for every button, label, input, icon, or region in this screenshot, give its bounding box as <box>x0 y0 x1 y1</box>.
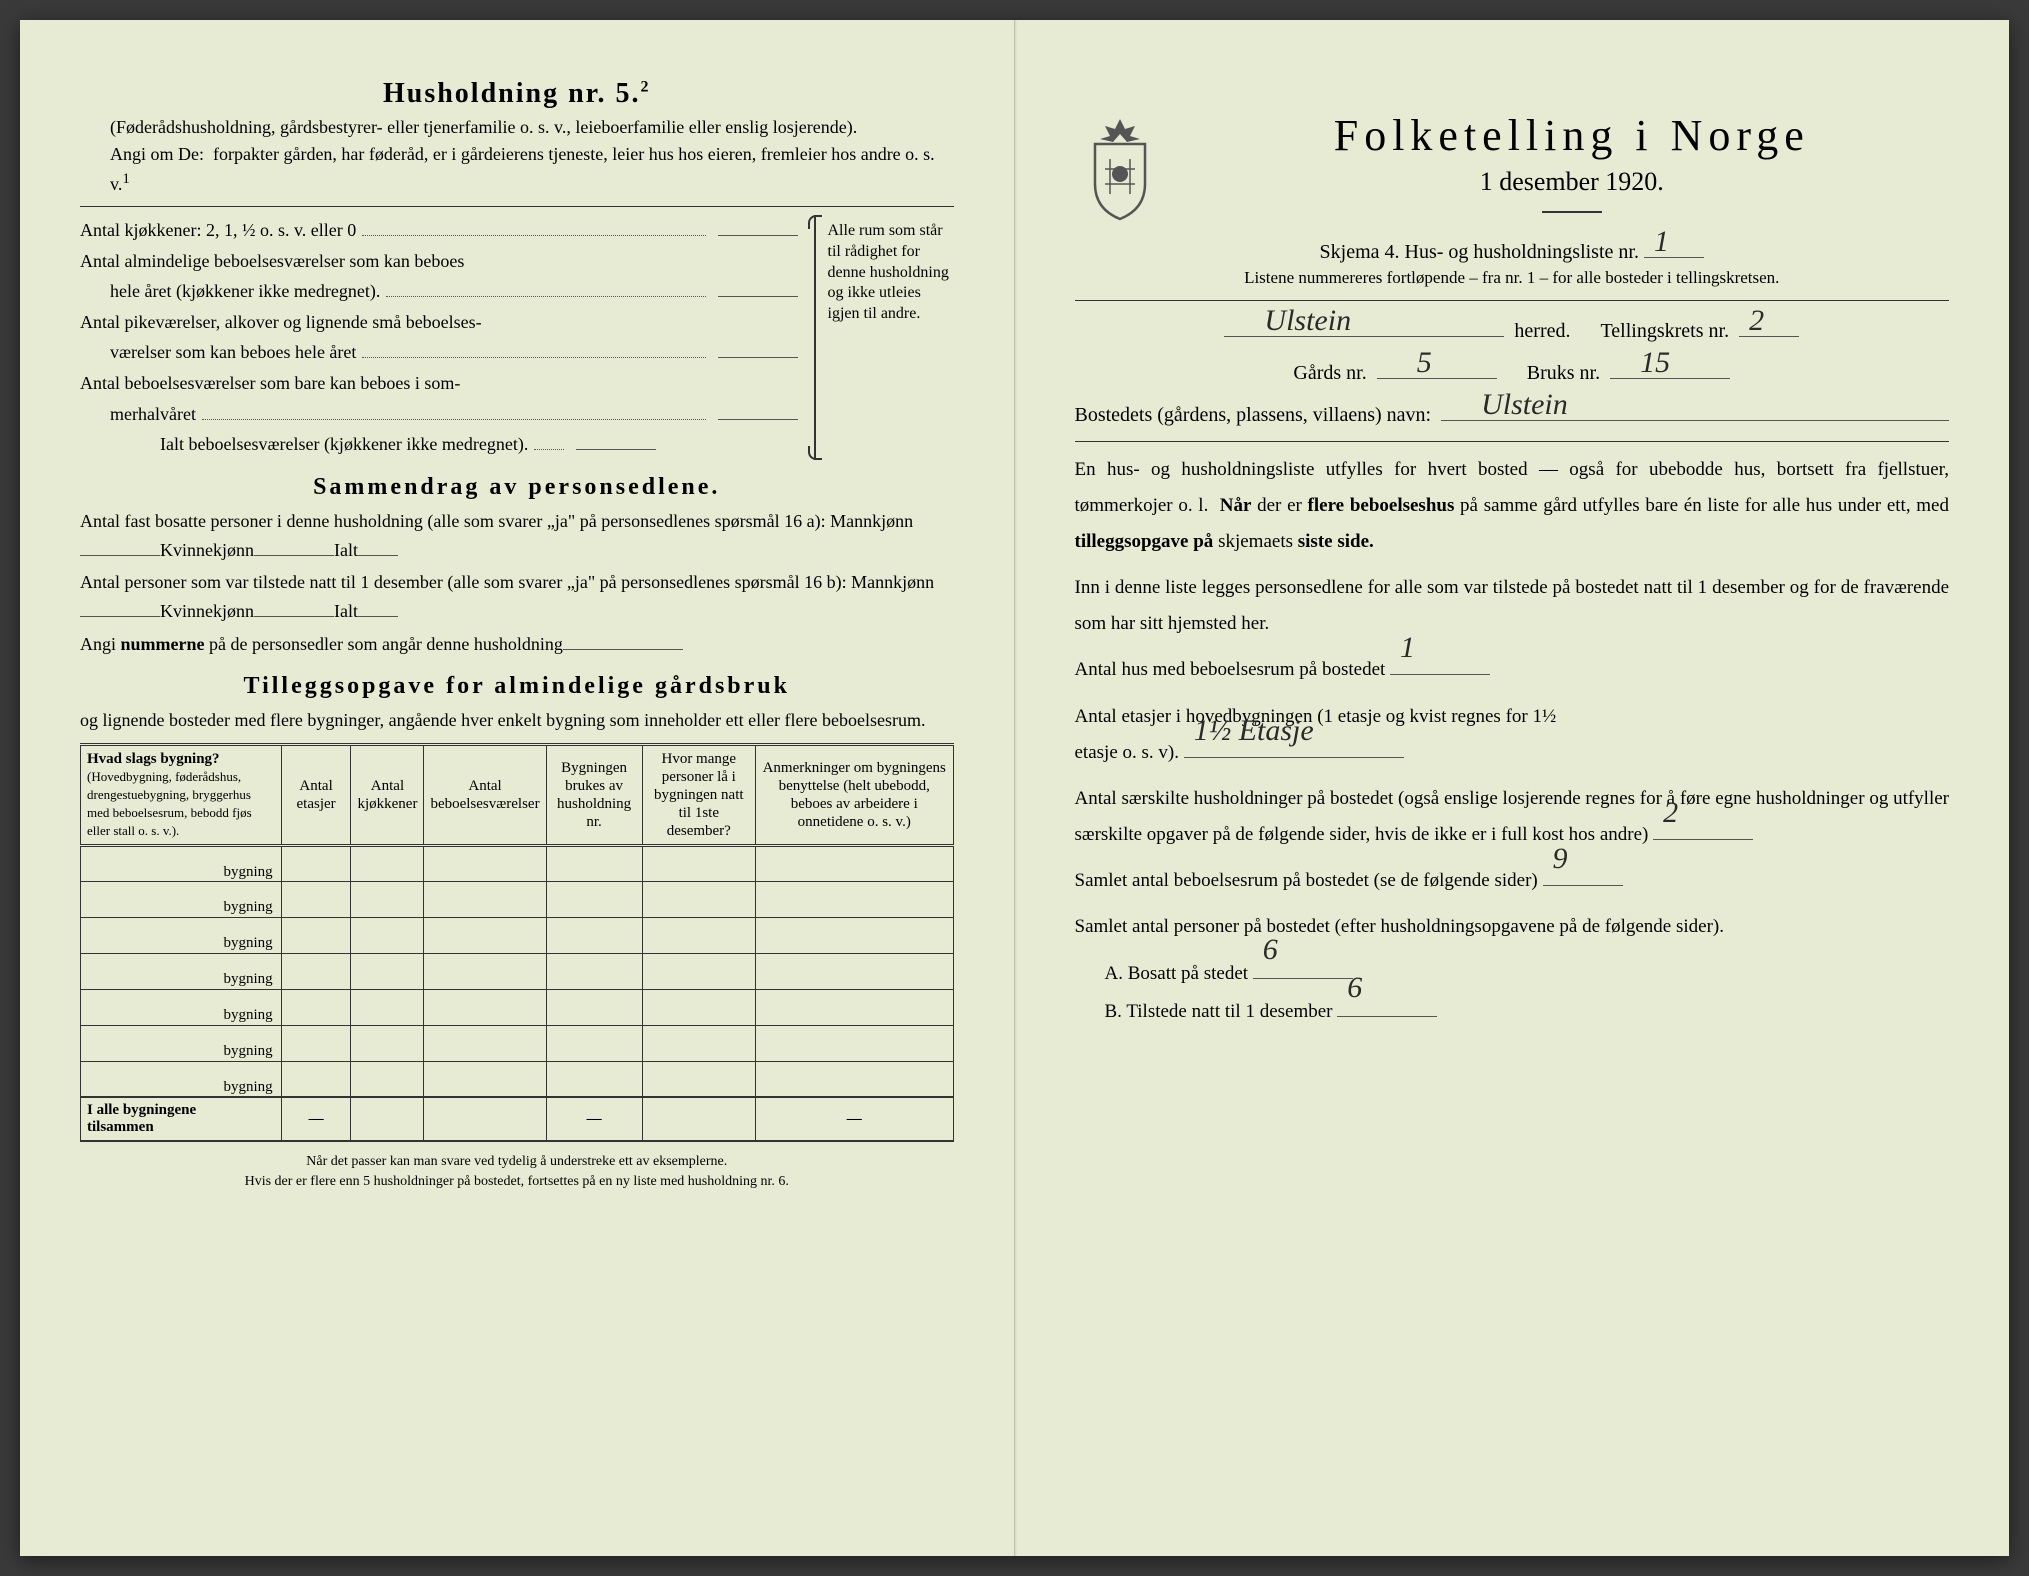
footnote: Når det passer kan man svare ved tydelig… <box>80 1152 954 1191</box>
right-page: Folketelling i Norge 1 desember 1920. Sk… <box>1015 20 2010 1556</box>
rule <box>80 206 954 207</box>
q2: Antal etasjer i hovedbygningen (1 etasje… <box>1075 699 1950 771</box>
paragraph-1: En hus- og husholdningsliste utfylles fo… <box>1075 452 1950 560</box>
table-header: Hvad slags bygning?(Hovedbygning, føderå… <box>81 744 954 845</box>
paragraph-2: Inn i denne liste legges personsedlene f… <box>1075 570 1950 642</box>
rooms1a: Antal almindelige beboelsesværelser som … <box>80 246 804 277</box>
main-title: Folketelling i Norge <box>1195 110 1950 161</box>
title-separator <box>1542 211 1602 213</box>
intro-paren: (Føderådshusholdning, gårdsbestyrer- ell… <box>110 114 954 141</box>
household-heading: Husholdning nr. 5.2 <box>80 78 954 110</box>
bracket-note: Alle rum som står til rådighet for denne… <box>814 215 954 460</box>
sammen2: Antal personer som var tilstede natt til… <box>80 568 954 626</box>
rooms2a: Antal pikeværelser, alkover og lignende … <box>80 307 804 338</box>
qB: B. Tilstede natt til 1 desember 6 <box>1105 993 1950 1031</box>
q5: Samlet antal personer på bostedet (efter… <box>1075 909 1950 945</box>
herred-line: Ulstein herred. Tellingskrets nr. 2 <box>1075 315 1950 343</box>
bosted-line: Bostedets (gårdens, plassens, villaens) … <box>1075 399 1950 427</box>
q1: Antal hus med beboelsesrum på bostedet 1 <box>1075 652 1950 688</box>
total-rooms: Ialt beboelsesværelser (kjøkkener ikke m… <box>160 429 804 460</box>
rule <box>1075 300 1950 301</box>
table-row: bygning <box>81 1061 954 1097</box>
rule <box>1075 441 1950 442</box>
table-row: bygning <box>81 917 954 953</box>
coat-of-arms-icon <box>1075 114 1165 224</box>
sammen3: Angi nummerne på de personsedler som ang… <box>80 630 954 659</box>
title-row: Folketelling i Norge 1 desember 1920. <box>1075 110 1950 227</box>
tillegg-sub: og lignende bosteder med flere bygninger… <box>80 706 954 735</box>
rooms3a: Antal beboelsesværelser som bare kan beb… <box>80 368 804 399</box>
sammendrag-heading: Sammendrag av personsedlene. <box>80 474 954 501</box>
rooms1b: hele året (kjøkkener ikke medregnet). <box>110 276 804 307</box>
table-row: bygning <box>81 989 954 1025</box>
census-document: Husholdning nr. 5.2 (Føderådshusholdning… <box>20 20 2009 1556</box>
rooms2b: værelser som kan beboes hele året <box>110 337 804 368</box>
q4: Samlet antal beboelsesrum på bostedet (s… <box>1075 863 1950 899</box>
table-row: bygning <box>81 881 954 917</box>
list-note: Listene nummereres fortløpende – fra nr.… <box>1075 268 1950 288</box>
qA: A. Bosatt på stedet 6 <box>1105 955 1950 993</box>
q3: Antal særskilte husholdninger på bostede… <box>1075 781 1950 853</box>
form-number-line: Skjema 4. Hus- og husholdningsliste nr. … <box>1075 241 1950 264</box>
table-row: bygning <box>81 1025 954 1061</box>
gards-line: Gårds nr. 5 Bruks nr. 15 <box>1075 357 1950 385</box>
left-page: Husholdning nr. 5.2 (Føderådshusholdning… <box>20 20 1015 1556</box>
table-sum-row: I alle bygningene tilsammen — — — <box>81 1097 954 1141</box>
table-row: bygning <box>81 845 954 881</box>
table-row: bygning <box>81 953 954 989</box>
rooms-block: Antal kjøkkener: 2, 1, ½ o. s. v. eller … <box>80 215 954 460</box>
building-table: Hvad slags bygning?(Hovedbygning, føderå… <box>80 743 954 1143</box>
sammen1: Antal fast bosatte personer i denne hush… <box>80 507 954 565</box>
census-date: 1 desember 1920. <box>1195 167 1950 197</box>
intro-instruct: Angi om De: forpakter gården, har føderå… <box>110 141 954 198</box>
tillegg-heading: Tilleggsopgave for almindelige gårdsbruk <box>80 673 954 700</box>
kitchens-row: Antal kjøkkener: 2, 1, ½ o. s. v. eller … <box>80 215 804 246</box>
rooms3b: merhalvåret <box>110 399 804 430</box>
